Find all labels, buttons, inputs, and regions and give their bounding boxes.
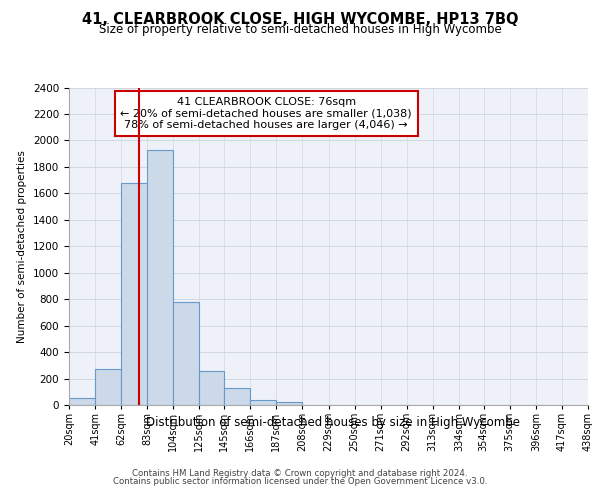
Bar xyxy=(224,388,250,405)
Bar xyxy=(250,400,277,405)
Text: Contains HM Land Registry data © Crown copyright and database right 2024.: Contains HM Land Registry data © Crown c… xyxy=(132,468,468,477)
Bar xyxy=(69,398,95,405)
Y-axis label: Number of semi-detached properties: Number of semi-detached properties xyxy=(17,150,28,342)
Bar xyxy=(147,150,173,405)
Bar xyxy=(173,302,199,405)
Bar xyxy=(95,368,121,405)
Text: Contains public sector information licensed under the Open Government Licence v3: Contains public sector information licen… xyxy=(113,477,487,486)
Text: Size of property relative to semi-detached houses in High Wycombe: Size of property relative to semi-detach… xyxy=(98,24,502,36)
Text: Distribution of semi-detached houses by size in High Wycombe: Distribution of semi-detached houses by … xyxy=(146,416,520,429)
Bar xyxy=(199,372,224,405)
Bar xyxy=(121,184,147,405)
Text: 41, CLEARBROOK CLOSE, HIGH WYCOMBE, HP13 7BQ: 41, CLEARBROOK CLOSE, HIGH WYCOMBE, HP13… xyxy=(82,12,518,28)
Text: 41 CLEARBROOK CLOSE: 76sqm
← 20% of semi-detached houses are smaller (1,038)
78%: 41 CLEARBROOK CLOSE: 76sqm ← 20% of semi… xyxy=(121,97,412,130)
Bar xyxy=(277,402,302,405)
